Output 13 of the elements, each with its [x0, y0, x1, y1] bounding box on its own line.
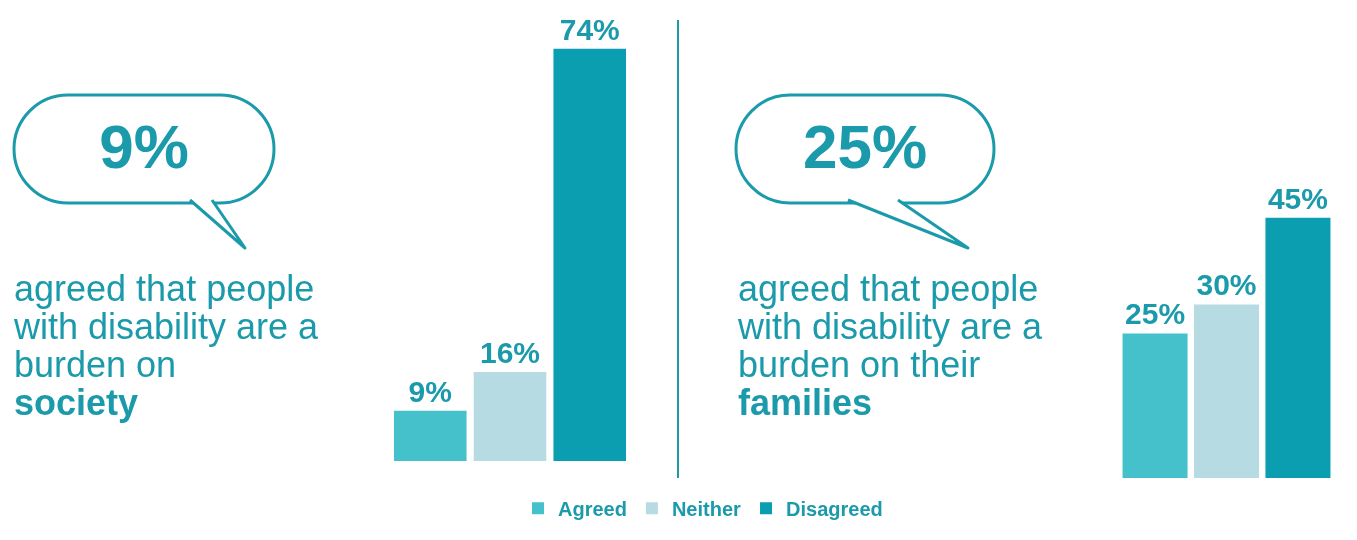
- text: 25%: [801, 111, 929, 182]
- data-label: 16%: [479, 335, 541, 369]
- legend-label: Neither: [671, 497, 742, 520]
- legend-label: Agreed: [558, 497, 627, 520]
- data-label: 9%: [408, 374, 452, 408]
- text: families: [738, 382, 874, 423]
- data-label: 30%: [1196, 268, 1257, 302]
- text: society: [14, 382, 140, 423]
- data-label: 25%: [1125, 297, 1186, 331]
- data-label: 45%: [1267, 181, 1328, 215]
- text: 9%: [98, 111, 190, 182]
- legend-label: Disagreed: [786, 497, 883, 520]
- data-label: 74%: [559, 12, 620, 46]
